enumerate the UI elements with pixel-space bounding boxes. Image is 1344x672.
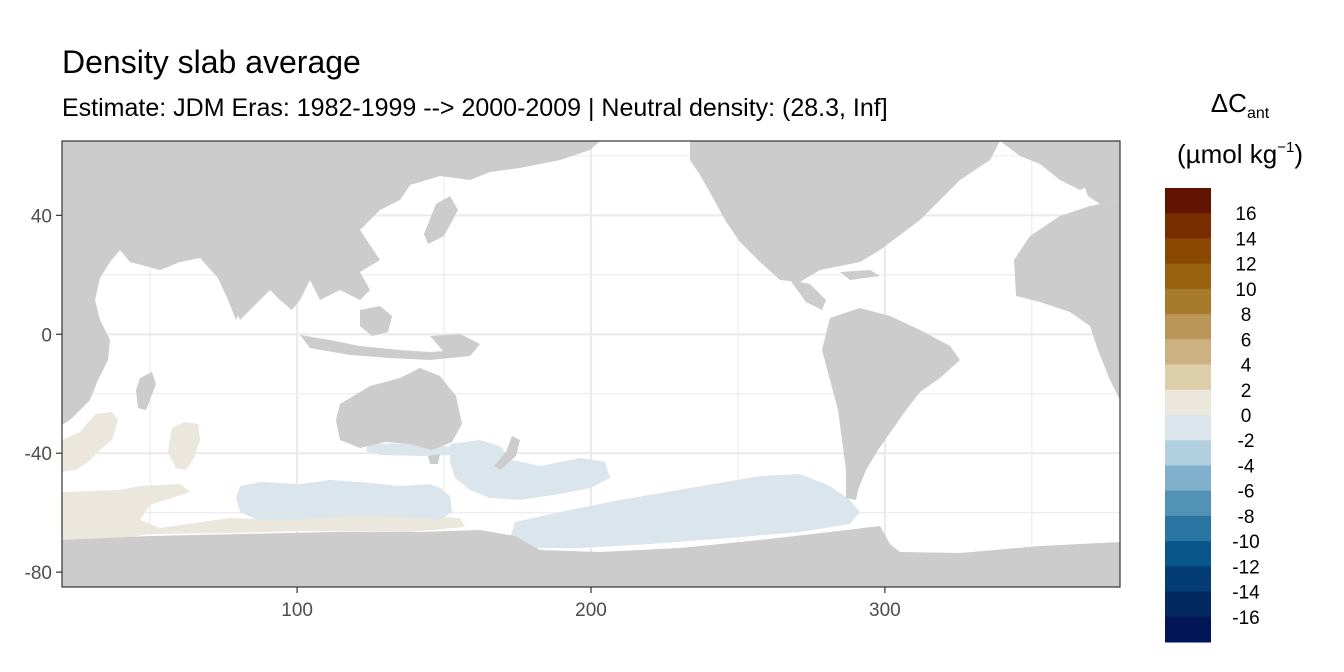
patch-pacific-negative bbox=[510, 474, 860, 548]
legend-label: -12 bbox=[1232, 557, 1259, 578]
land-new-guinea bbox=[430, 334, 480, 356]
legend-label: 0 bbox=[1241, 406, 1252, 427]
legend-label: -16 bbox=[1232, 608, 1259, 629]
land-caribbean bbox=[840, 270, 880, 280]
legend-swatch bbox=[1165, 415, 1211, 441]
legend-swatch bbox=[1165, 541, 1211, 567]
land-tasmania bbox=[428, 454, 440, 464]
patch-tasman-negative bbox=[450, 440, 610, 500]
x-tick-label: 100 bbox=[281, 600, 313, 621]
land-new-zealand bbox=[494, 436, 520, 470]
land-madagascar bbox=[136, 372, 156, 410]
land-north-america bbox=[690, 141, 1000, 282]
legend-swatch bbox=[1165, 314, 1211, 340]
legend-label: -8 bbox=[1238, 507, 1255, 528]
legend-swatch bbox=[1165, 188, 1211, 214]
legend-label: 10 bbox=[1235, 280, 1256, 301]
y-axis: 40 0 -40 -80 bbox=[25, 206, 62, 584]
chart-title: Density slab average bbox=[62, 44, 361, 80]
legend-label: 2 bbox=[1241, 381, 1252, 402]
legend-title-subscript: ant bbox=[1246, 105, 1270, 122]
legend-unit-superscript: −1 bbox=[1277, 139, 1295, 156]
legend-label: 12 bbox=[1235, 255, 1256, 276]
legend-swatch bbox=[1165, 213, 1211, 239]
legend-swatch bbox=[1165, 238, 1211, 265]
x-tick-label: 300 bbox=[869, 600, 901, 621]
legend-unit-suffix: ) bbox=[1294, 139, 1303, 169]
land-india bbox=[200, 258, 250, 320]
x-axis: 100 200 300 bbox=[281, 587, 901, 621]
legend-label: 16 bbox=[1235, 204, 1256, 225]
legend-label: 4 bbox=[1241, 356, 1252, 377]
patch-aus-antarctic-negative bbox=[236, 480, 452, 520]
legend-unit-prefix: (µmol kg bbox=[1177, 139, 1278, 169]
legend-swatch bbox=[1165, 288, 1211, 315]
legend-label: -2 bbox=[1238, 431, 1255, 452]
y-tick-label: -80 bbox=[25, 563, 52, 584]
land-indonesia bbox=[300, 335, 470, 360]
legend-swatches bbox=[1165, 188, 1211, 643]
land-australia bbox=[336, 368, 462, 450]
legend-swatch bbox=[1165, 440, 1211, 466]
land-borneo bbox=[360, 306, 392, 336]
legend-label: -4 bbox=[1238, 456, 1255, 477]
land-africa-right bbox=[1014, 200, 1120, 400]
legend-swatch bbox=[1165, 465, 1211, 492]
legend-swatch bbox=[1165, 591, 1211, 618]
legend-label: 8 bbox=[1241, 305, 1252, 326]
land-antarctica bbox=[62, 526, 1120, 587]
land-japan bbox=[424, 196, 458, 244]
y-tick-label: 0 bbox=[41, 325, 52, 346]
value-patches bbox=[62, 412, 860, 548]
patch-swindian-positive bbox=[62, 412, 118, 472]
patch-kerguelen-positive bbox=[168, 422, 200, 470]
land-masses bbox=[62, 141, 1120, 587]
legend-title-main: ΔC bbox=[1210, 88, 1247, 118]
land-europe-right bbox=[1080, 170, 1120, 204]
legend-labels: 16 14 12 10 8 6 4 2 0 -2 -4 -6 -8 -10 -12 -14 -16 bbox=[1232, 204, 1260, 629]
legend-label: -14 bbox=[1232, 583, 1260, 604]
patch-indian-shelf-positive bbox=[62, 484, 465, 541]
legend-label: 14 bbox=[1235, 229, 1257, 250]
legend-swatch bbox=[1165, 616, 1211, 643]
x-tick-label: 200 bbox=[575, 600, 607, 621]
legend-title: ΔCant (µmol kg−1) bbox=[1150, 86, 1330, 171]
legend-label: -10 bbox=[1232, 532, 1259, 553]
legend-swatch bbox=[1165, 389, 1211, 416]
legend-swatch bbox=[1165, 566, 1211, 593]
legend-swatch bbox=[1165, 364, 1211, 391]
legend-swatch bbox=[1165, 263, 1211, 290]
legend-swatch bbox=[1165, 515, 1211, 542]
land-eurasia bbox=[62, 141, 600, 425]
y-tick-label: -40 bbox=[25, 444, 52, 465]
legend-swatch bbox=[1165, 490, 1211, 517]
land-central-america bbox=[790, 280, 826, 310]
legend-label: 6 bbox=[1241, 330, 1252, 351]
legend-label: -6 bbox=[1238, 482, 1255, 503]
land-south-america bbox=[822, 308, 960, 500]
chart-subtitle: Estimate: JDM Eras: 1982-1999 --> 2000-2… bbox=[62, 94, 888, 122]
legend-swatch bbox=[1165, 339, 1211, 366]
y-tick-label: 40 bbox=[31, 206, 52, 227]
